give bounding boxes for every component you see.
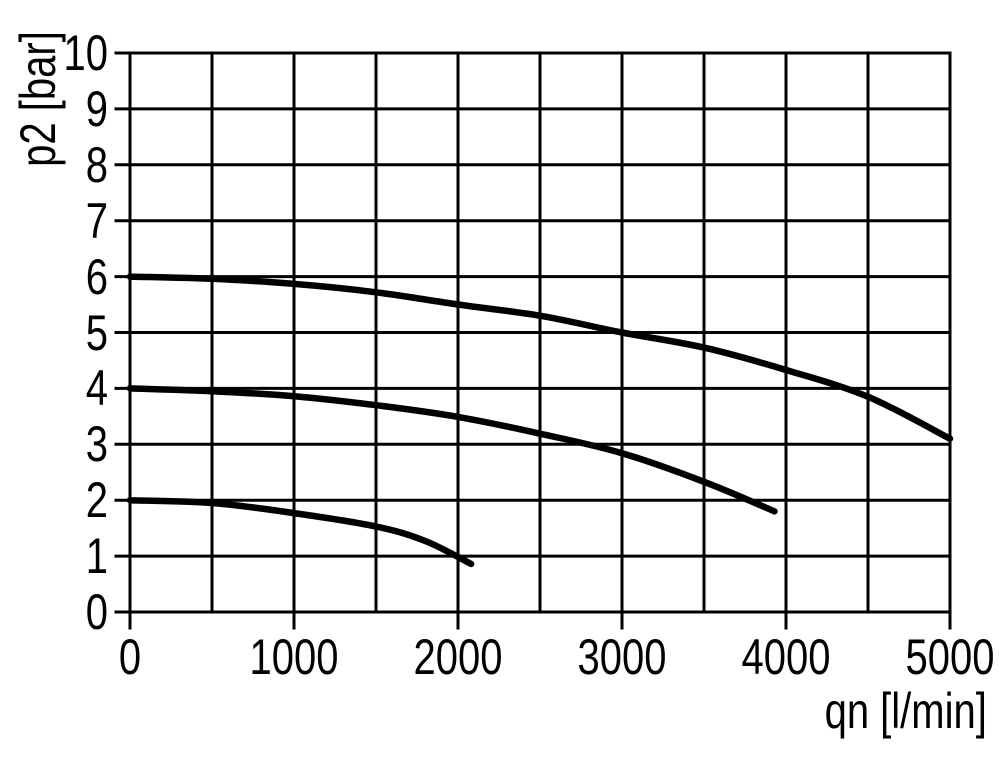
- flow-curves: [126, 273, 954, 568]
- x-tick-label: 4000: [741, 629, 831, 685]
- y-tick-label: 1: [85, 528, 108, 585]
- x-tick-label: 5000: [905, 629, 995, 685]
- y-tick-label: 0: [85, 584, 108, 640]
- y-tick-label: 7: [85, 192, 108, 249]
- curve-from-2-bar: [126, 496, 475, 568]
- axis-tick-marks: [114, 51, 952, 630]
- y-tick-label: 5: [85, 304, 108, 361]
- y-tick-label: 4: [85, 360, 108, 417]
- grid-lines: [128, 51, 952, 614]
- y-tick-label: 10: [63, 25, 109, 81]
- x-tick-label: 2000: [413, 629, 503, 685]
- curve-from-6-bar: [126, 273, 954, 442]
- x-tick-label: 0: [118, 629, 142, 685]
- y-tick-label: 8: [85, 136, 108, 193]
- y-tick-label: 2: [85, 472, 108, 529]
- x-tick-label: 3000: [577, 629, 667, 685]
- x-axis-title: qn [l/min]: [824, 683, 987, 739]
- y-tick-label: 9: [85, 80, 108, 137]
- x-tick-label: 1000: [249, 629, 339, 685]
- y-tick-label: 6: [85, 248, 108, 305]
- y-tick-label: 3: [85, 416, 108, 473]
- curve-from-4-bar: [126, 385, 778, 515]
